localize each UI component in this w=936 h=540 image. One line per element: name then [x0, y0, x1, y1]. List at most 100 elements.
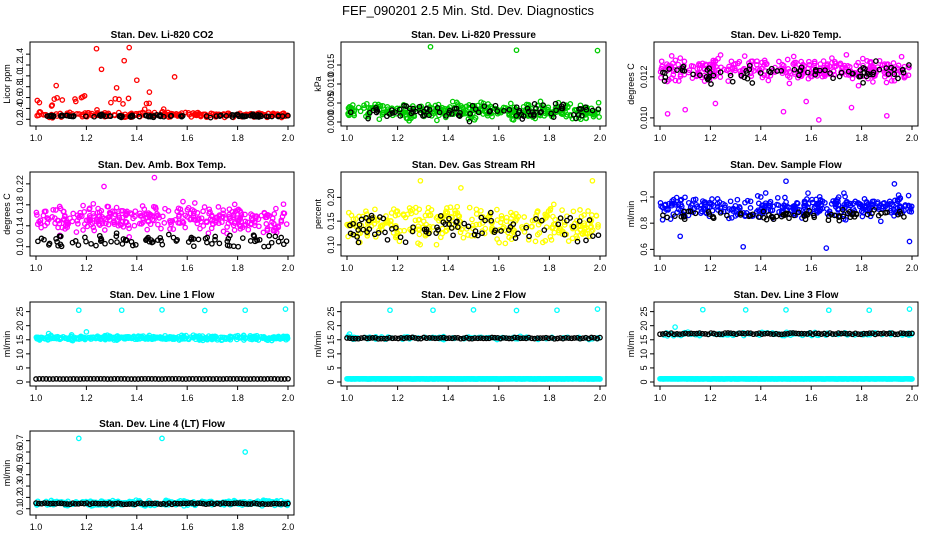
data-point	[519, 116, 526, 122]
data-point	[365, 115, 371, 122]
data-point	[100, 112, 106, 119]
data-point	[827, 330, 833, 336]
data-point	[682, 330, 689, 337]
data-point	[366, 219, 372, 226]
data-point	[349, 335, 356, 342]
data-point	[822, 199, 828, 206]
y-tick-label: 0.8	[639, 217, 649, 230]
data-point	[105, 203, 112, 210]
data-point	[75, 242, 82, 248]
data-point	[839, 206, 846, 213]
data-point	[563, 113, 570, 120]
data-point	[892, 197, 898, 204]
data-point	[519, 225, 526, 232]
data-point	[878, 330, 884, 337]
data-point	[389, 335, 396, 342]
data-point	[458, 103, 464, 109]
data-point	[363, 215, 369, 221]
plot-frame	[29, 430, 295, 516]
data-point	[206, 206, 213, 213]
data-point	[717, 69, 724, 76]
data-point	[844, 199, 850, 205]
data-point	[681, 68, 688, 74]
data-point	[263, 221, 270, 227]
series-0	[33, 306, 291, 344]
data-point	[433, 215, 440, 221]
outlier-point	[780, 108, 787, 115]
data-point	[255, 216, 262, 223]
data-point	[428, 112, 435, 119]
data-point	[861, 330, 867, 337]
data-point	[132, 501, 138, 508]
data-point	[148, 376, 155, 382]
data-point	[112, 500, 119, 507]
data-point	[165, 376, 172, 382]
data-point	[213, 375, 220, 382]
data-point	[169, 501, 175, 508]
x-tick-label: 2.0	[594, 393, 607, 403]
data-point	[154, 335, 161, 341]
data-point	[225, 500, 232, 507]
data-point	[131, 222, 138, 229]
y-tick-label: 0.5	[15, 457, 25, 470]
data-point	[813, 68, 819, 75]
data-point	[222, 500, 229, 507]
data-point	[579, 112, 585, 119]
data-point	[708, 81, 714, 87]
x-tick-label: 1.6	[181, 263, 194, 273]
data-point	[347, 230, 354, 237]
data-point	[410, 224, 416, 231]
data-point	[98, 217, 105, 224]
data-point	[792, 59, 799, 66]
data-point	[455, 112, 462, 119]
y-tick-label: 15	[326, 335, 336, 345]
data-point	[136, 113, 143, 120]
x-tick-label: 1.8	[855, 263, 868, 273]
data-point	[91, 113, 98, 120]
series-0	[344, 375, 603, 382]
data-point	[899, 67, 906, 73]
data-point	[128, 211, 135, 218]
data-point	[894, 331, 901, 338]
data-point	[254, 237, 260, 244]
data-point	[35, 238, 41, 245]
data-point	[849, 331, 856, 338]
y-tick-label: 20	[639, 321, 649, 331]
data-point	[838, 69, 845, 76]
data-point	[88, 240, 94, 247]
data-point	[135, 500, 141, 507]
data-point	[261, 209, 268, 216]
data-point	[403, 335, 410, 341]
data-point	[580, 335, 586, 342]
y-tick-label: 20	[326, 321, 336, 331]
data-point	[70, 210, 77, 217]
data-point	[506, 234, 512, 241]
series-1	[660, 206, 907, 224]
data-point	[256, 501, 263, 507]
data-point	[191, 111, 198, 118]
data-point	[858, 331, 864, 338]
data-point	[869, 71, 876, 78]
x-tick-label: 1.8	[543, 263, 556, 273]
data-point	[265, 501, 272, 507]
outlier-point	[848, 104, 855, 111]
data-point	[274, 376, 281, 382]
data-point	[780, 62, 787, 69]
data-point	[791, 69, 798, 76]
data-point	[420, 334, 427, 341]
data-point	[281, 376, 288, 382]
data-point	[876, 66, 883, 73]
data-point	[397, 234, 404, 241]
data-point	[895, 211, 901, 218]
x-tick-label: 1.6	[805, 393, 818, 403]
data-point	[230, 211, 237, 218]
data-point	[415, 240, 421, 247]
data-point	[84, 375, 90, 382]
data-point	[832, 201, 839, 208]
data-point	[394, 208, 401, 214]
outlier-point	[159, 435, 165, 442]
x-tick-label: 1.8	[543, 393, 556, 403]
outlier-point	[242, 307, 249, 314]
data-point	[696, 330, 703, 336]
